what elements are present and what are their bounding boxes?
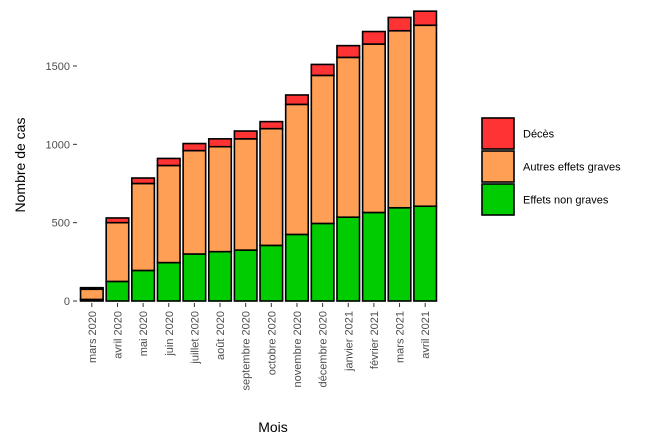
- legend-swatch: [481, 117, 515, 150]
- x-tick-label: septembre 2020: [241, 311, 253, 391]
- x-tick-label: juillet 2020: [189, 311, 201, 365]
- bar-segment: [156, 157, 181, 167]
- bar-segment: [233, 138, 258, 251]
- x-axis: mars 2020 avril 2020 mai 2020 juin 2020 juil…: [87, 303, 432, 391]
- bar-segment: [284, 94, 310, 106]
- legend-label: Effets non graves: [523, 195, 609, 207]
- bar-segment: [361, 211, 386, 302]
- legend-label: Décès: [523, 129, 555, 141]
- bar-segment: [259, 244, 284, 302]
- x-tick-label: mars 2020: [87, 311, 99, 363]
- legend-label: Autres effets graves: [523, 162, 621, 174]
- bar-segment: [387, 29, 412, 209]
- bar-segment: [259, 127, 284, 247]
- bar-segment: [182, 142, 207, 152]
- bar-segment: [156, 164, 181, 264]
- bar-segment: [284, 103, 310, 236]
- bar-segment: [105, 221, 130, 283]
- x-tick-label: octobre 2020: [266, 311, 278, 375]
- x-tick-label: juin 2020: [164, 311, 176, 357]
- y-tick-label: 500: [52, 218, 70, 230]
- bar-segment: [361, 43, 386, 214]
- y-tick-label: 1000: [46, 139, 70, 151]
- x-tick-label: avril 2021: [420, 311, 432, 359]
- bar-segment: [413, 205, 438, 302]
- bar-segment: [310, 222, 335, 302]
- x-tick-label: novembre 2020: [292, 311, 304, 387]
- bars-layer: [79, 10, 438, 302]
- bar-segment: [336, 216, 361, 302]
- bar-segment: [207, 145, 233, 253]
- bar-segment: [207, 250, 233, 302]
- bar-segment: [79, 286, 104, 291]
- legend-swatch: [481, 150, 515, 183]
- x-tick-label: août 2020: [215, 311, 227, 360]
- bar-segment: [207, 138, 233, 148]
- bar-segment: [105, 280, 130, 302]
- bar-segment: [156, 261, 181, 302]
- x-axis-title: Mois: [258, 419, 288, 435]
- x-tick-label: mai 2020: [138, 311, 150, 356]
- y-tick-label: 0: [64, 296, 70, 308]
- bar-segment: [131, 269, 156, 302]
- bar-segment: [387, 206, 412, 302]
- legend: Décès Autres effets graves Effets non grav…: [481, 117, 621, 216]
- bar-segment: [361, 30, 386, 45]
- bar-segment: [259, 120, 284, 130]
- y-axis-title: Nombre de cas: [12, 118, 28, 213]
- bar-segment: [336, 56, 361, 218]
- x-tick-label: février 2021: [369, 311, 381, 369]
- x-tick-label: décembre 2020: [318, 311, 330, 387]
- bar-segment: [79, 288, 104, 301]
- bar-segment: [131, 177, 156, 185]
- bar-segment: [284, 233, 310, 302]
- x-tick-label: avril 2020: [112, 311, 124, 359]
- legend-swatch: [481, 183, 515, 216]
- bar-segment: [105, 217, 130, 224]
- x-tick-label: janvier 2021: [343, 311, 355, 372]
- y-axis: 0 500 1000 1500: [46, 61, 77, 308]
- bar-segment: [336, 44, 361, 59]
- bar-segment: [131, 182, 156, 272]
- bar-segment: [310, 63, 335, 77]
- x-tick-label: mars 2021: [395, 311, 407, 363]
- bar-segment: [310, 74, 335, 225]
- bar-segment: [387, 16, 412, 32]
- bar-segment: [233, 130, 258, 140]
- bar-segment: [413, 24, 438, 208]
- bar-segment: [182, 253, 207, 302]
- y-tick-label: 1500: [46, 61, 70, 73]
- bar-segment: [233, 249, 258, 302]
- bar-segment: [182, 149, 207, 255]
- bar-segment: [413, 10, 438, 27]
